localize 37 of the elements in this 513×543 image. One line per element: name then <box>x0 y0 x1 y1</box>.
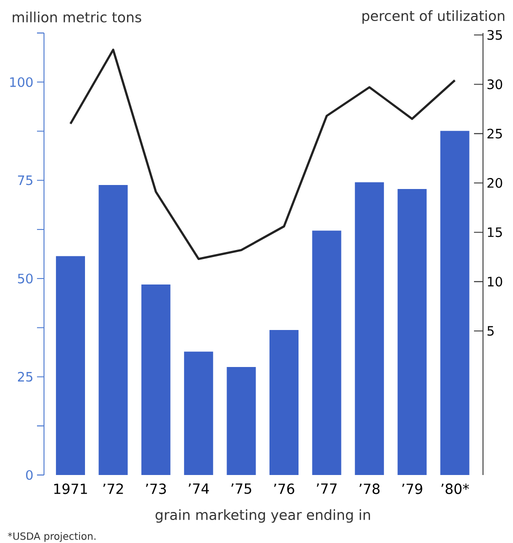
bar <box>440 130 470 475</box>
y2-tick-label: 30 <box>488 79 502 90</box>
bar <box>98 185 128 475</box>
x-tick-label: ’79 <box>402 484 422 494</box>
bar <box>56 256 85 475</box>
y-tick-label: 100 <box>10 77 33 88</box>
x-tick-label: ’77 <box>316 484 337 494</box>
y-tick-label: 50 <box>18 274 33 284</box>
y2-tick-label: 35 <box>488 30 502 40</box>
x-tick-label: ’76 <box>274 484 294 494</box>
y-tick-label: 0 <box>26 470 33 480</box>
x-tick-label: 1971 <box>54 484 87 494</box>
bar <box>184 352 214 475</box>
x-axis-title: grain marketing year ending in <box>156 509 370 523</box>
line-series <box>69 48 456 260</box>
y-axis-title: million metric tons <box>12 12 142 22</box>
y2-tick-label: 10 <box>488 276 502 287</box>
y-tick-label: 75 <box>18 176 32 186</box>
x-tick-label: ’78 <box>360 484 380 494</box>
x-tick-label: ’74 <box>188 484 209 494</box>
y2-axis-title: percent of utilization <box>362 10 504 24</box>
bar <box>141 284 170 475</box>
bar <box>269 330 299 475</box>
x-tick-label: ’75 <box>231 484 252 494</box>
bar <box>312 230 342 475</box>
x-tick-label: ’72 <box>103 484 123 494</box>
x-tick-label: ’73 <box>146 484 166 494</box>
bar <box>354 182 384 475</box>
x-tick-label: ’80* <box>441 484 469 494</box>
y-tick-label: 25 <box>18 372 32 382</box>
y2-tick-label: 20 <box>487 178 502 188</box>
y2-tick-label: 25 <box>487 128 502 139</box>
bar <box>226 366 256 475</box>
bar <box>398 188 427 475</box>
y2-tick-label: 15 <box>488 227 502 238</box>
text: *USDA projection. <box>8 532 96 542</box>
y2-tick-label: 5 <box>488 326 494 336</box>
